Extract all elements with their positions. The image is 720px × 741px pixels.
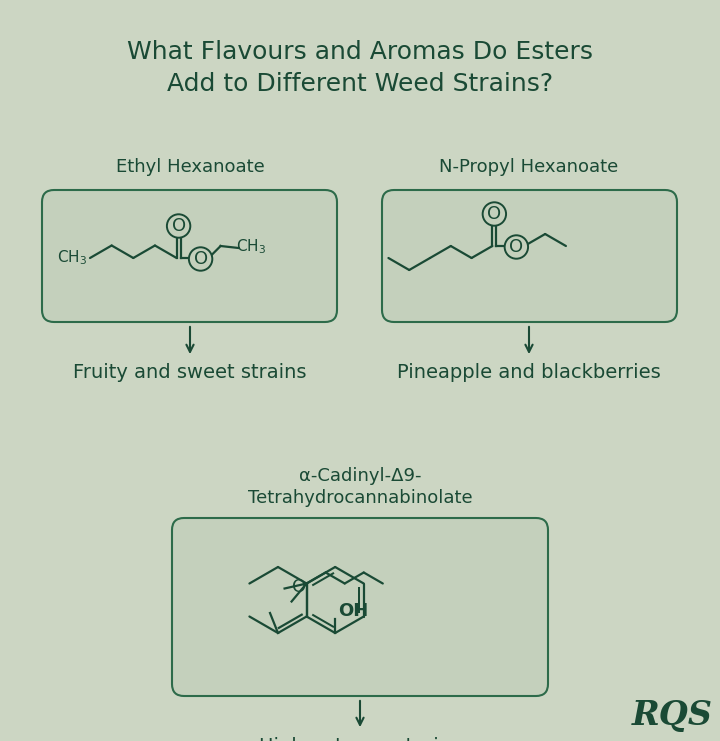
Text: O: O [292, 578, 306, 596]
Text: CH$_3$: CH$_3$ [57, 249, 87, 268]
FancyBboxPatch shape [382, 190, 677, 322]
Text: High-potency strains: High-potency strains [259, 737, 461, 741]
Text: O: O [194, 250, 207, 268]
Text: Pineapple and blackberries: Pineapple and blackberries [397, 362, 661, 382]
Text: What Flavours and Aromas Do Esters
Add to Different Weed Strains?: What Flavours and Aromas Do Esters Add t… [127, 40, 593, 96]
Text: O: O [509, 238, 523, 256]
Text: O: O [171, 217, 186, 235]
Text: CH$_3$: CH$_3$ [235, 238, 266, 256]
Text: α-Cadinyl-Δ9-
Tetrahydrocannabinolate: α-Cadinyl-Δ9- Tetrahydrocannabinolate [248, 467, 472, 508]
Text: O: O [487, 205, 501, 223]
Text: OH: OH [338, 602, 369, 620]
FancyBboxPatch shape [42, 190, 337, 322]
Text: Ethyl Hexanoate: Ethyl Hexanoate [116, 158, 264, 176]
FancyBboxPatch shape [172, 518, 548, 696]
Text: Fruity and sweet strains: Fruity and sweet strains [73, 362, 307, 382]
Text: N-Propyl Hexanoate: N-Propyl Hexanoate [439, 158, 618, 176]
Text: RQS: RQS [631, 700, 713, 733]
